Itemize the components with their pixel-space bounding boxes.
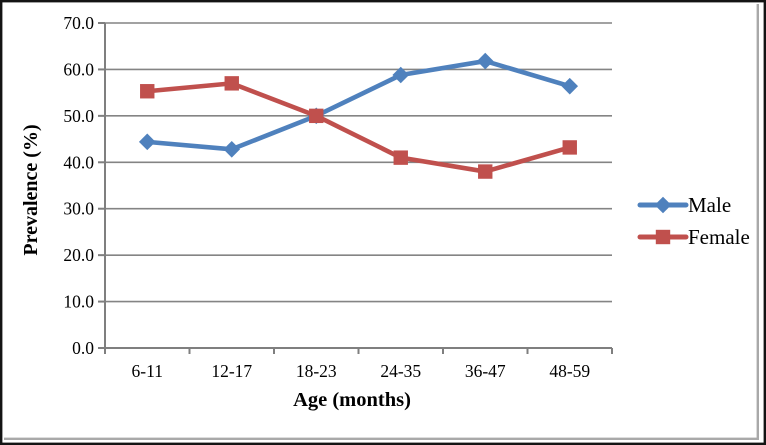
y-tick-label-60: 60.0 — [63, 59, 94, 79]
marker-female-48-59 — [562, 140, 577, 155]
y-tick-label-0: 0.0 — [72, 338, 94, 358]
series-line-male — [144, 58, 573, 152]
marker-female-24-35 — [393, 150, 408, 165]
x-tick-label-18-23: 18-23 — [296, 361, 337, 381]
marker-female-18-23 — [309, 108, 324, 124]
legend-marker-female — [655, 229, 671, 245]
x-tick-label-24-35: 24-35 — [380, 361, 421, 381]
marker-male-48-59 — [561, 77, 579, 95]
y-tick-label-20: 20.0 — [63, 245, 94, 265]
marker-male-24-35 — [392, 66, 410, 84]
legend-marker-male — [654, 196, 672, 214]
marker-male-12-17 — [223, 140, 241, 158]
x-tick-label-6-11: 6-11 — [132, 361, 163, 381]
y-tick-label-50: 50.0 — [63, 106, 94, 126]
y-tick-label-70: 70.0 — [63, 13, 94, 33]
marker-female-6-11 — [140, 84, 155, 99]
x-axis-title: Age (months) — [293, 389, 411, 411]
legend-label-female: Female — [688, 225, 750, 249]
x-tick-label-12-17: 12-17 — [211, 361, 252, 381]
marker-male-36-47 — [476, 52, 494, 70]
y-tick-label-40: 40.0 — [63, 152, 94, 172]
y-tick-label-10: 10.0 — [63, 292, 94, 312]
series-line-female — [144, 81, 573, 174]
y-axis-title: Prevalence (%) — [20, 124, 42, 255]
x-tick-label-48-59: 48-59 — [549, 361, 590, 381]
marker-female-12-17 — [224, 76, 239, 91]
marker-female-36-47 — [478, 164, 493, 179]
y-tick-label-30: 30.0 — [63, 199, 94, 219]
legend-label-male: Male — [688, 193, 731, 217]
x-tick-label-36-47: 36-47 — [465, 361, 506, 381]
marker-male-6-11 — [138, 133, 156, 151]
